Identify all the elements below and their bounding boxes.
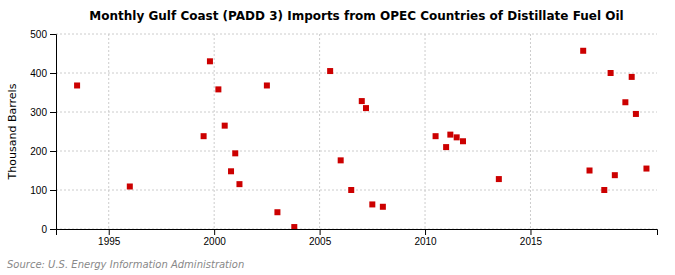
- tick-label: 0: [41, 224, 47, 235]
- point: [127, 183, 133, 189]
- point: [380, 204, 386, 210]
- point: [433, 133, 439, 139]
- tick-label: 100: [30, 185, 47, 196]
- grid-line: [56, 151, 657, 152]
- tick-mark: [50, 151, 56, 152]
- tick: 2015: [520, 229, 543, 247]
- point: [587, 168, 593, 174]
- tick-label: 200: [30, 146, 47, 157]
- point: [359, 98, 365, 104]
- tick-mark: [50, 112, 56, 113]
- tick: 2010: [414, 229, 437, 247]
- tick-mark: [50, 229, 56, 230]
- tick: 0: [41, 224, 56, 235]
- point: [201, 133, 207, 139]
- point: [232, 150, 238, 156]
- tick-label: 2005: [309, 236, 332, 247]
- tick-mark: [50, 190, 56, 191]
- tick-mark: [425, 229, 426, 235]
- y-axis-title: Thousand Barrels: [6, 83, 19, 180]
- tick: 100: [30, 185, 56, 196]
- point: [460, 138, 466, 144]
- point: [215, 86, 221, 92]
- grid-line: [214, 34, 215, 229]
- point: [291, 224, 297, 229]
- grid-line: [319, 34, 320, 229]
- grid-line: [56, 73, 657, 74]
- tick-label: 2010: [414, 236, 437, 247]
- y-axis: 0 100 200 300 400 500: [30, 29, 56, 235]
- point: [228, 168, 234, 174]
- grid: [56, 34, 657, 229]
- tick-mark: [320, 229, 321, 235]
- x-axis: 1995 2000 2005 2010 2015: [57, 229, 658, 247]
- grid-line: [425, 34, 426, 229]
- grid-line: [108, 34, 109, 229]
- title: Monthly Gulf Coast (PADD 3) Imports from…: [89, 9, 623, 23]
- point: [74, 82, 80, 88]
- point: [363, 105, 369, 111]
- tick-mark: [530, 229, 531, 235]
- tick: 500: [30, 29, 56, 40]
- point: [643, 166, 649, 172]
- point: [496, 176, 502, 182]
- tick-mark: [50, 73, 56, 74]
- grid-line: [56, 112, 657, 113]
- tick: 200: [30, 146, 56, 157]
- tick-mark: [109, 229, 110, 235]
- tick: 400: [30, 68, 56, 79]
- point: [338, 157, 344, 163]
- point: [629, 74, 635, 80]
- tick-label: 500: [30, 29, 47, 40]
- tick-label: 2000: [204, 236, 227, 247]
- point: [327, 68, 333, 74]
- point: [633, 111, 639, 117]
- point: [264, 82, 270, 88]
- grid-line: [56, 190, 657, 191]
- point: [612, 172, 618, 178]
- point: [454, 134, 460, 140]
- point: [443, 144, 449, 150]
- tick-label: 2015: [520, 236, 543, 247]
- axis-line: [50, 35, 57, 230]
- point: [622, 99, 628, 105]
- point: [348, 187, 354, 193]
- tick-label: 1995: [98, 236, 121, 247]
- grid-line: [530, 34, 531, 229]
- point: [447, 132, 453, 138]
- points: [74, 48, 649, 229]
- tick: 2000: [204, 229, 227, 247]
- tick: 1995: [98, 229, 121, 247]
- point: [580, 48, 586, 54]
- source: Source: U.S. Energy Information Administ…: [7, 259, 244, 270]
- point: [222, 123, 228, 129]
- grid-line: [56, 34, 657, 35]
- tick-mark: [50, 34, 56, 35]
- point: [274, 209, 280, 215]
- axis-line: [57, 230, 658, 236]
- point: [601, 187, 607, 193]
- tick: 2005: [309, 229, 332, 247]
- chart: 1995 2000 2005 2010 2015 0 100 200 300 400 500 Mont…: [0, 0, 675, 275]
- tick-label: 300: [30, 107, 47, 118]
- point: [608, 70, 614, 76]
- point: [236, 181, 242, 187]
- tick-label: 400: [30, 68, 47, 79]
- tick-mark: [214, 229, 215, 235]
- point: [207, 58, 213, 64]
- point: [369, 201, 375, 207]
- tick: 300: [30, 107, 56, 118]
